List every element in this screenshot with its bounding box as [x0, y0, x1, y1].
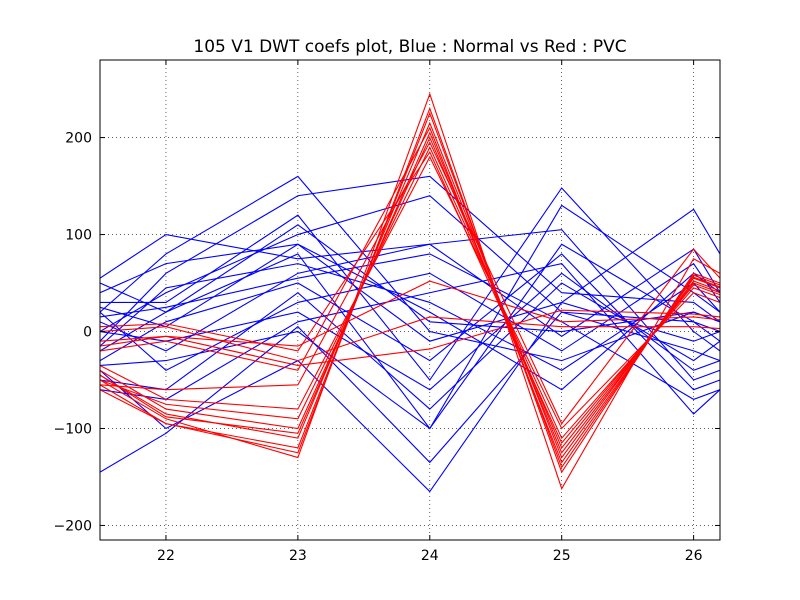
- y-tick-label: 200: [65, 131, 92, 147]
- pvc-series-line: [100, 111, 720, 469]
- pvc-series-line: [100, 150, 720, 445]
- y-tick-label: −100: [54, 421, 92, 437]
- pvc-series-line: [100, 316, 720, 362]
- y-tick-label: 100: [65, 228, 92, 244]
- axis-ticks: 22 23 24 25 26 −200 −100 0 100 200: [54, 60, 720, 564]
- pvc-series-line: [100, 131, 720, 454]
- pvc-series-line: [100, 121, 720, 459]
- normal-series-line: [100, 262, 720, 371]
- y-tick-label: 0: [83, 325, 92, 341]
- normal-series-line: [100, 187, 720, 381]
- pvc-series-line: [100, 92, 720, 490]
- normal-series-line: [100, 175, 720, 362]
- pvc-series-line: [100, 126, 720, 464]
- normal-series-line: [100, 311, 720, 473]
- normal-series-line: [100, 229, 720, 381]
- normal-series-line: [100, 208, 720, 493]
- x-tick-label: 23: [289, 548, 307, 564]
- plot-frame: [99, 59, 721, 541]
- pvc-series-line: [100, 155, 720, 430]
- pvc-series-line: [100, 136, 720, 449]
- x-tick-label: 25: [553, 548, 571, 564]
- normal-series-line: [100, 224, 720, 333]
- grid-lines: [100, 60, 720, 540]
- normal-series-line: [100, 253, 720, 400]
- series-lines: [100, 92, 720, 493]
- x-tick-label: 24: [421, 548, 439, 564]
- x-tick-label: 22: [157, 548, 175, 564]
- normal-series-line: [100, 195, 720, 333]
- pvc-series-line: [100, 145, 720, 440]
- pvc-series-line: [100, 280, 720, 347]
- chart-title: 105 V1 DWT coefs plot, Blue : Normal vs …: [193, 37, 626, 57]
- x-tick-label: 26: [685, 548, 703, 564]
- normal-series-line: [100, 253, 720, 391]
- y-tick-label: −200: [54, 518, 92, 534]
- normal-series-line: [100, 243, 720, 430]
- pvc-series-line: [100, 141, 720, 425]
- normal-series-line: [100, 175, 720, 342]
